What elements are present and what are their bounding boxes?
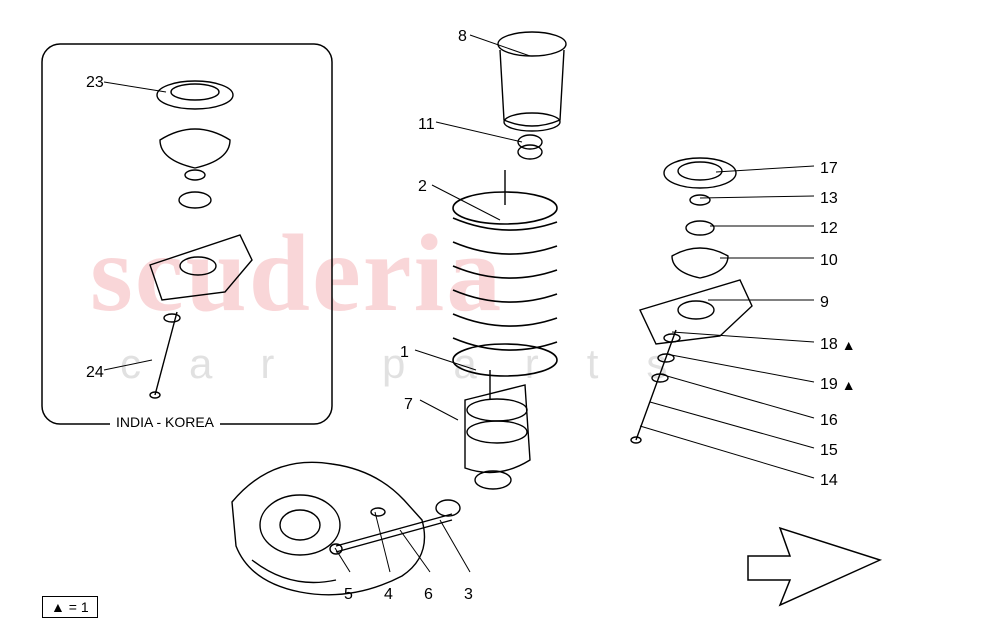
part-boot — [498, 32, 566, 131]
callout-marker-icon: ▲ — [842, 337, 856, 353]
callout-5: 5 — [344, 586, 353, 604]
line-art-layer — [0, 0, 1000, 632]
callout-14: 14 — [820, 472, 838, 490]
callout-1: 1 — [400, 344, 409, 362]
callout-7: 7 — [404, 396, 413, 414]
callout-10: 10 — [820, 252, 838, 270]
callout-11: 11 — [418, 116, 435, 134]
direction-arrow-icon — [748, 528, 880, 605]
legend-text: = 1 — [69, 599, 89, 615]
callout-24: 24 — [86, 364, 104, 382]
legend-marker-icon: ▲ — [51, 599, 65, 615]
callout-23: 23 — [86, 74, 104, 92]
part-spring — [453, 192, 557, 376]
legend-box: ▲ = 1 — [42, 596, 98, 618]
inset-parts — [150, 81, 252, 398]
callout-12: 12 — [820, 220, 838, 238]
callout-9: 9 — [820, 294, 829, 312]
callout-2: 2 — [418, 178, 427, 196]
callout-6: 6 — [424, 586, 433, 604]
callout-3: 3 — [464, 586, 473, 604]
callout-18: 18▲ — [820, 336, 856, 354]
callout-17: 17 — [820, 160, 838, 178]
inset-region-label: INDIA - KOREA — [110, 414, 220, 430]
diagram-canvas: scuderia car parts — [0, 0, 1000, 632]
callout-19: 19▲ — [820, 376, 856, 394]
callout-16: 16 — [820, 412, 838, 430]
callout-13: 13 — [820, 190, 838, 208]
part-plug — [518, 135, 542, 159]
callout-4: 4 — [384, 586, 393, 604]
callout-marker-icon: ▲ — [842, 377, 856, 393]
callout-15: 15 — [820, 442, 838, 460]
part-hub — [232, 462, 425, 595]
part-lower-bolt — [330, 508, 452, 554]
callout-8: 8 — [458, 28, 467, 46]
